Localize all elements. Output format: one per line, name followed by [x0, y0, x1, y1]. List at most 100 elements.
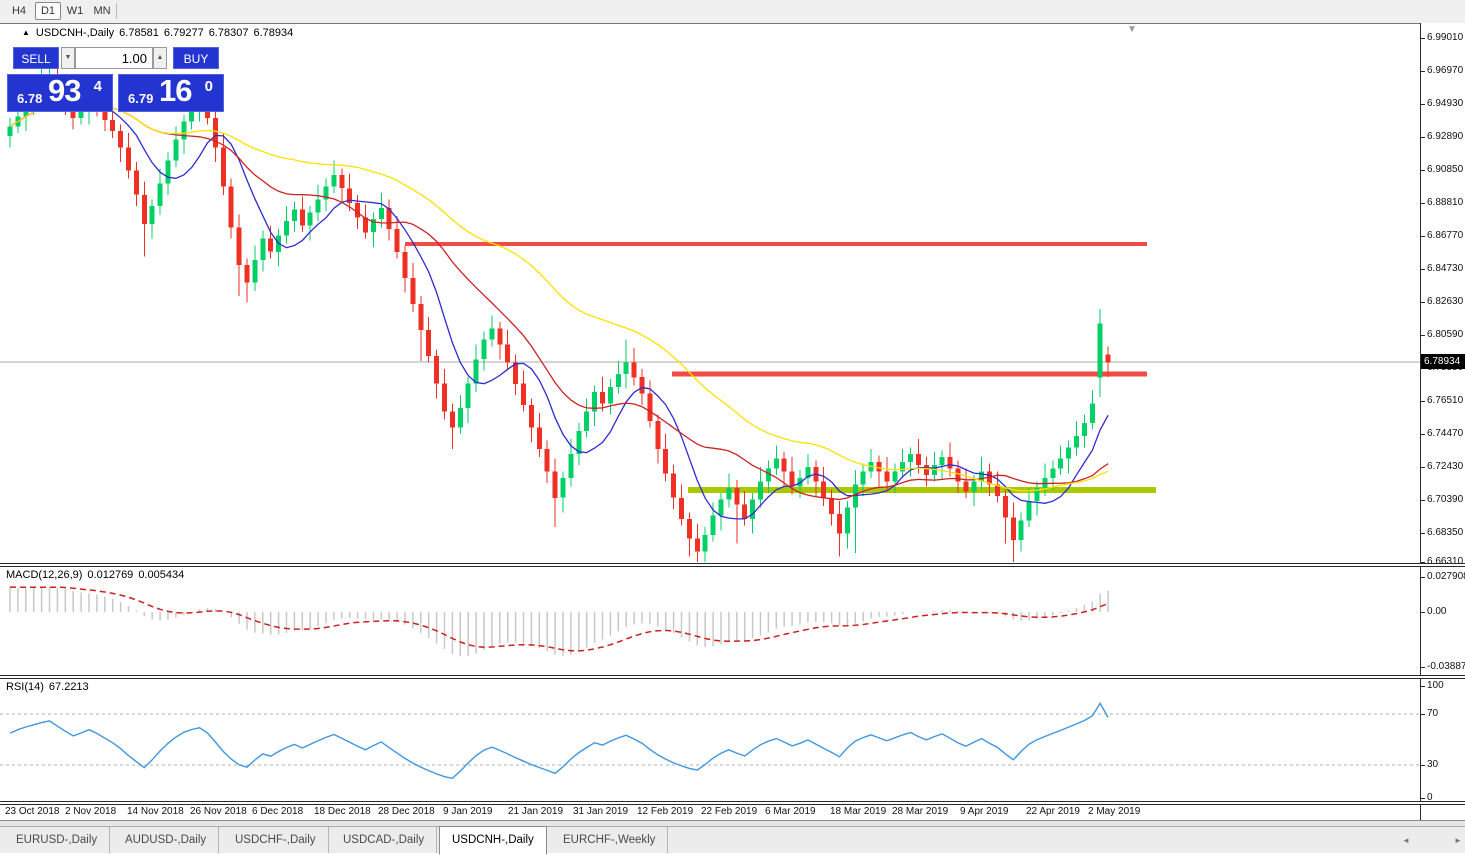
price-scale-label: 6.99010: [1427, 32, 1464, 43]
tab-usdchf-daily[interactable]: USDCHF-,Daily: [223, 827, 329, 853]
date-label: 26 Nov 2018: [190, 806, 247, 817]
price-scale-label: 6.96970: [1427, 65, 1464, 76]
date-label: 9 Apr 2019: [960, 806, 1009, 817]
scale-tick: [1421, 269, 1425, 270]
rsi-indicator-label: RSI(14) 67.2213: [6, 681, 94, 693]
price-scale[interactable]: 6.99010 6.96970 6.94930 6.92890 6.90850 6.888…: [1420, 23, 1465, 821]
sell-price-pip: 4: [93, 78, 102, 95]
ohlc-close: 6.78934: [253, 27, 294, 39]
date-label: 21 Jan 2019: [508, 806, 564, 817]
price-scale-label: 6.84730: [1427, 263, 1464, 274]
date-label: 31 Jan 2019: [573, 806, 629, 817]
rsi-value: 67.2213: [48, 681, 89, 693]
buy-price-big: 16: [159, 73, 192, 108]
buy-price-pip: 0: [204, 78, 213, 95]
price-scale-label: 6.70390: [1427, 494, 1464, 505]
chart-tab-bar: EURUSD-,Daily AUDUSD-,Daily USDCHF-,Dail…: [0, 826, 1465, 855]
scale-tick: [1421, 562, 1425, 563]
buy-button[interactable]: BUY: [173, 47, 219, 69]
macd-name: MACD(12,26,9): [6, 569, 83, 581]
scale-tick: [1421, 467, 1425, 468]
date-label: 22 Apr 2019: [1026, 806, 1080, 817]
scale-tick: [1421, 798, 1425, 799]
date-label: 2 Nov 2018: [65, 806, 117, 817]
scale-tick: [1421, 765, 1425, 766]
tab-audusd-daily[interactable]: AUDUSD-,Daily: [113, 827, 220, 853]
volume-increase-button[interactable]: ▲: [153, 47, 167, 69]
tab-scroll-right-icon[interactable]: ►: [1454, 836, 1462, 845]
macd-scale-label: 0.027908: [1427, 571, 1465, 582]
price-scale-label: 6.94930: [1427, 98, 1464, 109]
date-label: 6 Mar 2019: [765, 806, 816, 817]
pane-separator[interactable]: [0, 675, 1465, 679]
timeframe-d1-button[interactable]: D1: [35, 2, 61, 20]
date-label: 28 Mar 2019: [892, 806, 949, 817]
pane-separator[interactable]: [0, 563, 1465, 567]
date-label: 18 Mar 2019: [830, 806, 887, 817]
horizontal-scroll-strip[interactable]: [0, 821, 1465, 826]
ohlc-open: 6.78581: [119, 27, 159, 39]
chart-canvas[interactable]: [0, 24, 1420, 822]
buy-price-small: 6.79: [128, 91, 154, 106]
scale-tick: [1421, 434, 1425, 435]
rsi-name: RSI(14): [6, 681, 44, 693]
date-label: 14 Nov 2018: [127, 806, 184, 817]
scale-tick: [1421, 667, 1425, 668]
scale-tick: [1421, 170, 1425, 171]
macd-signal-value: 0.005434: [138, 569, 185, 581]
timeframe-mn-button[interactable]: MN: [93, 5, 111, 17]
timeframe-w1-button[interactable]: W1: [66, 5, 84, 17]
scale-tick: [1421, 104, 1425, 105]
chart-title: ▲ USDCNH-,Daily 6.78581 6.79277 6.78307 6.789…: [22, 27, 298, 39]
tab-usdcad-daily[interactable]: USDCAD-,Daily: [331, 827, 438, 853]
timeframe-toolbar: H4 D1 W1 MN: [0, 0, 1465, 24]
scale-tick: [1421, 686, 1425, 687]
scale-tick: [1421, 38, 1425, 39]
buy-price-display[interactable]: 6.79 16 0: [118, 73, 224, 112]
tab-eurchf-weekly[interactable]: EURCHF-,Weekly: [551, 827, 669, 853]
macd-value: 0.012769: [87, 569, 134, 581]
date-label: 12 Feb 2019: [637, 806, 694, 817]
timeframe-h4-button[interactable]: H4: [11, 5, 27, 17]
price-scale-label: 6.68350: [1427, 527, 1464, 538]
price-scale-label: 6.74470: [1427, 428, 1464, 439]
time-axis[interactable]: 23 Oct 2018 2 Nov 2018 14 Nov 2018 26 Nov 2…: [0, 801, 1420, 820]
scale-tick: [1421, 302, 1425, 303]
sell-price-big: 93: [48, 73, 81, 108]
volume-input[interactable]: [75, 47, 153, 69]
rsi-scale-label: 100: [1427, 680, 1444, 691]
rsi-scale-label: 70: [1427, 708, 1439, 719]
tab-eurusd-daily[interactable]: EURUSD-,Daily: [4, 827, 111, 853]
scale-tick: [1421, 577, 1425, 578]
current-price-box: 6.78934: [1421, 354, 1465, 369]
macd-scale-label: 0.00: [1427, 606, 1447, 617]
sell-button[interactable]: SELL: [13, 47, 59, 69]
ohlc-high: 6.79277: [163, 27, 204, 39]
date-label: 18 Dec 2018: [314, 806, 371, 817]
chart-collapse-icon[interactable]: ▲: [22, 28, 30, 37]
chart-shift-marker-icon[interactable]: ▼: [1127, 24, 1137, 35]
ohlc-low: 6.78307: [208, 27, 249, 39]
tab-scroll-left-icon[interactable]: ◄: [1402, 836, 1410, 845]
price-scale-label: 6.82630: [1427, 296, 1464, 307]
price-scale-label: 6.88810: [1427, 197, 1464, 208]
price-scale-label: 6.80590: [1427, 329, 1464, 340]
tab-usdcnh-daily[interactable]: USDCNH-,Daily: [439, 826, 547, 855]
scale-tick: [1421, 714, 1425, 715]
sell-price-display[interactable]: 6.78 93 4: [7, 73, 113, 112]
chart-window: [0, 23, 1465, 823]
date-label: 9 Jan 2019: [443, 806, 493, 817]
chart-symbol: USDCNH-,Daily: [35, 27, 115, 39]
date-label: 23 Oct 2018: [5, 806, 60, 817]
macd-indicator-label: MACD(12,26,9) 0.012769 0.005434: [6, 569, 189, 581]
scale-tick: [1421, 71, 1425, 72]
volume-decrease-button[interactable]: ▼: [61, 47, 75, 69]
one-click-trading-panel: SELL ▼ ▲ BUY 6.78 93 4 6.79 16 0: [7, 44, 225, 114]
price-scale-label: 6.90850: [1427, 164, 1464, 175]
scale-tick: [1421, 203, 1425, 204]
pane-separator: [0, 801, 1465, 805]
rsi-scale-label: 30: [1427, 759, 1439, 770]
rsi-scale-label: 0: [1427, 792, 1433, 803]
scale-tick: [1421, 612, 1425, 613]
